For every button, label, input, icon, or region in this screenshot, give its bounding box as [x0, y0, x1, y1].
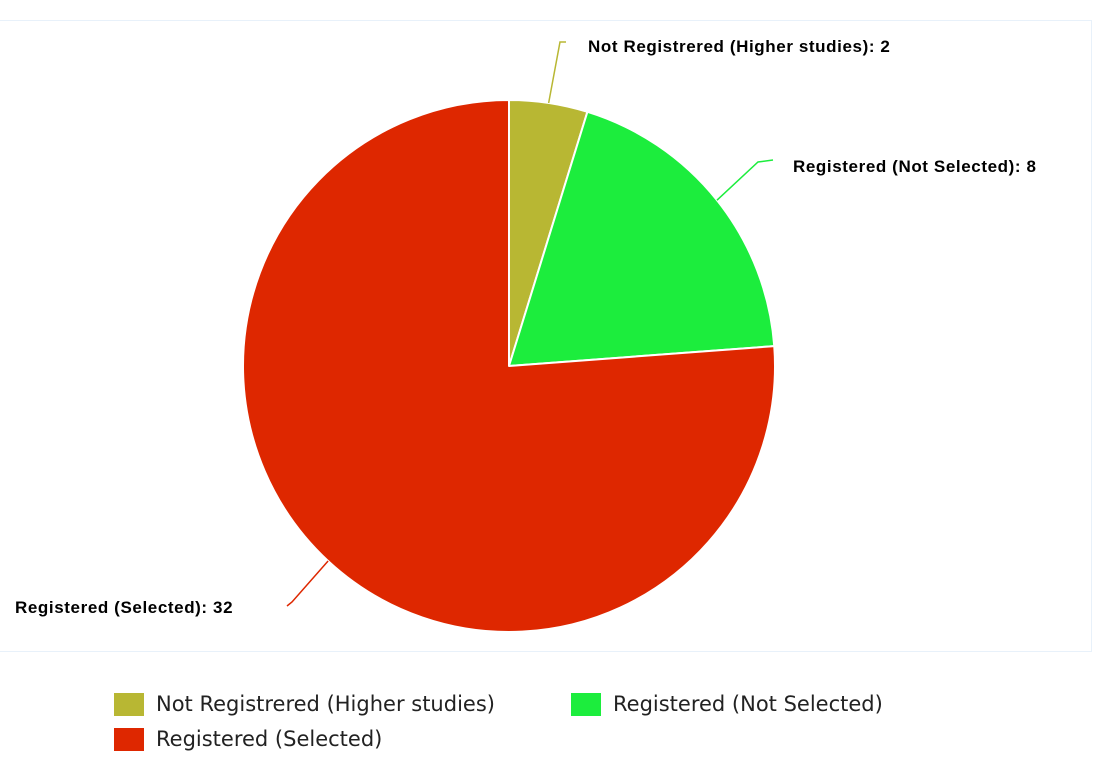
slices-layer — [242, 99, 776, 633]
legend-item-selected[interactable]: Registered (Selected) — [114, 723, 382, 755]
connectors-layer — [286, 41, 774, 607]
slice-data-label: Registered (Selected): 32 — [15, 598, 233, 617]
legend-label: Registered (Not Selected) — [613, 692, 883, 716]
label-connector — [286, 560, 329, 607]
legend-swatch — [114, 727, 144, 751]
labels-layer: Not Registrered (Higher studies): 2 Regis… — [15, 37, 1037, 617]
legend-swatch — [571, 692, 601, 716]
label-connector — [716, 159, 774, 201]
legend-item-not-selected[interactable]: Registered (Not Selected) — [571, 688, 883, 720]
legend-label: Not Registrered (Higher studies) — [156, 692, 495, 716]
slice-data-label: Not Registrered (Higher studies): 2 — [588, 37, 891, 56]
legend-swatch — [114, 692, 144, 716]
slice-data-label: Registered (Not Selected): 8 — [793, 157, 1037, 176]
legend-label: Registered (Selected) — [156, 727, 383, 751]
legend: Not Registrered (Higher studies) Registe… — [0, 680, 1099, 762]
pie-chart: Not Registrered (Higher studies): 2 Regis… — [15, 37, 1037, 633]
plot-area-frame — [0, 20, 1092, 652]
legend-item-higher-studies[interactable]: Not Registrered (Higher studies) — [114, 688, 495, 720]
pie-slice[interactable] — [508, 110, 776, 367]
label-connector — [547, 41, 566, 104]
